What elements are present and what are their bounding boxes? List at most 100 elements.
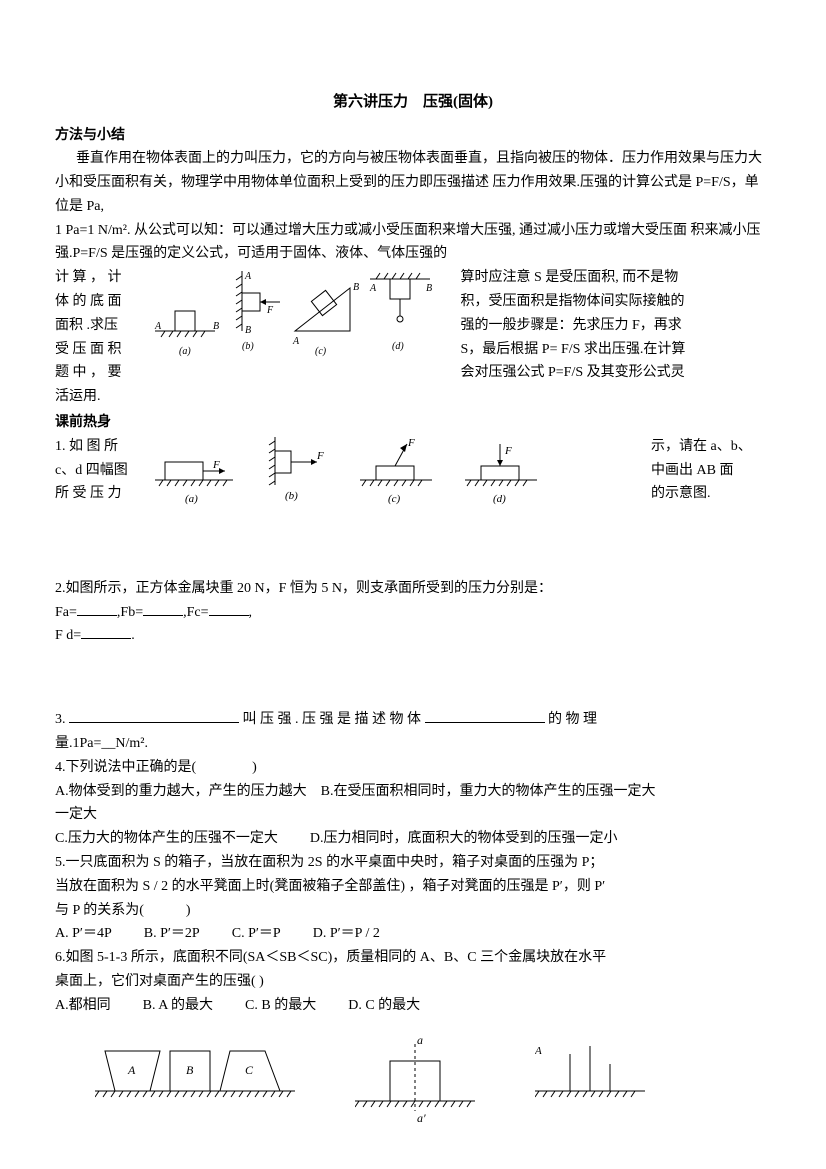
q1-right-1: 中画出 AB 面	[651, 459, 771, 483]
q3-line1: 3. 叫 压 强 . 压 强 是 描 述 物 体 的 物 理	[55, 708, 771, 732]
section-methods-heading: 方法与小结	[55, 124, 771, 148]
q2-blanks-line1: Fa= ,Fb= ,Fc=,	[55, 601, 771, 625]
wrap-right-1: 积，受压面积是指物体间实际接触的	[461, 290, 772, 314]
wrap-left-3: 受 压 面 积	[55, 338, 150, 362]
intro-paragraph-2: 1 Pa=1 N/m². 从公式可以知：可以通过增大压力或减小受压面积来增大压强…	[55, 219, 771, 267]
wrap-right-0: 算时应注意 S 是受压面积, 而不是物	[461, 266, 772, 290]
q1-figures: F (a) F (b) F (c)	[150, 435, 651, 507]
svg-text:(b): (b)	[285, 490, 298, 502]
q4-opt-c: C.压力大的物体产生的压强不一定大	[55, 831, 278, 846]
q5-l3: 与 P 的关系为( )	[55, 899, 771, 923]
svg-text:(c): (c)	[388, 493, 401, 505]
svg-text:a′: a′	[417, 1111, 426, 1125]
q3-mid: 叫 压 强 . 压 强 是 描 述 物 体	[239, 712, 425, 727]
svg-text:(a): (a)	[185, 493, 198, 505]
q4-line-cd: C.压力大的物体产生的压强不一定大 D.压力相同时，底面积大的物体受到的压强一定小	[55, 827, 771, 851]
q5-options: A. P′＝4P B. P′＝2P C. P′＝P D. P′＝P / 2	[55, 922, 771, 946]
q1-left-col: 1. 如 图 所 c、d 四幅图 所 受 压 力	[55, 435, 150, 506]
q6-opt-d: D. C 的最大	[348, 998, 420, 1013]
intro-paragraph-1: 垂直作用在物体表面上的力叫压力，它的方向与被压物体表面垂直，且指向被压的物体．压…	[55, 147, 771, 218]
q1-right-2: 的示意图.	[651, 482, 771, 506]
q3-line2: 量.1Pa=__N/m².	[55, 732, 771, 756]
q6-opt-a: A.都相同	[55, 998, 111, 1013]
svg-text:F: F	[266, 305, 274, 316]
svg-text:A: A	[292, 336, 300, 347]
q5-opt-a: A. P′＝4P	[55, 926, 112, 941]
q3-post: 的 物 理	[545, 712, 598, 727]
q2-fb-label: ,Fb=	[117, 605, 143, 620]
q4-line-b2: 一定大	[55, 803, 771, 827]
q1-row: 1. 如 图 所 c、d 四幅图 所 受 压 力 F (a)	[55, 435, 771, 507]
svg-text:B: B	[426, 283, 432, 294]
svg-text:a: a	[417, 1036, 423, 1047]
q6-opt-b: B. A 的最大	[143, 998, 213, 1013]
svg-text:B: B	[353, 282, 359, 293]
svg-text:(d): (d)	[392, 341, 404, 352]
q1-right-col: 示，请在 a、b、 中画出 AB 面 的示意图.	[651, 435, 771, 506]
blank-q3-1	[69, 709, 239, 723]
blank-fd	[81, 625, 131, 639]
q2-stem: 2.如图所示，正方体金属块重 20 N，F 恒为 5 N，则支承面所受到的压力分…	[55, 577, 771, 601]
q6-options: A.都相同 B. A 的最大 C. B 的最大 D. C 的最大	[55, 994, 771, 1018]
q5-l1: 5.一只底面积为 S 的箱子，当放在面积为 2S 的水平桌面中央时，箱子对桌面的…	[55, 851, 771, 875]
blank-q3-2	[425, 709, 545, 723]
svg-text:(d): (d)	[493, 493, 506, 505]
bottom-figure-right: A	[535, 1036, 645, 1116]
q2-blanks-line2: F d=.	[55, 624, 771, 648]
q1-diagram-row: F (a) F (b) F (c)	[150, 435, 560, 507]
intro-wrap-row: 计 算 ， 计 体 的 底 面 面积 .求压 受 压 面 积 题 中 ， 要 活…	[55, 266, 771, 409]
q2-fd-label: F d=	[55, 628, 81, 643]
q5-opt-c: C. P′＝P	[232, 926, 281, 941]
q4-stem: 4.下列说法中正确的是( )	[55, 756, 771, 780]
bottom-figure-block: a a′	[355, 1036, 475, 1126]
q5-opt-d: D. P′＝P / 2	[313, 926, 380, 941]
wrap-left-0: 计 算 ， 计	[55, 266, 150, 290]
blank-fb	[143, 602, 183, 616]
svg-text:F: F	[504, 445, 512, 457]
svg-text:(a): (a)	[179, 346, 191, 357]
wrap-left-col: 计 算 ， 计 体 的 底 面 面积 .求压 受 压 面 积 题 中 ， 要 活…	[55, 266, 150, 409]
q2-fa-label: Fa=	[55, 605, 77, 620]
q2-comma: ,	[249, 605, 253, 620]
q4-opt-a: A.物体受到的重力越大，产生的压力越大	[55, 784, 307, 799]
q6-opt-c: C. B 的最大	[245, 998, 316, 1013]
svg-text:A: A	[369, 283, 377, 294]
wrap-left-4: 题 中 ， 要	[55, 361, 150, 385]
svg-text:(b): (b)	[242, 341, 254, 352]
q3-pre: 3.	[55, 712, 69, 727]
q6-figure-abc: A B C	[95, 1036, 295, 1116]
svg-text:B: B	[186, 1063, 194, 1077]
q5-l2: 当放在面积为 S / 2 的水平凳面上时(凳面被箱子全部盖住) ，箱子对凳面的压…	[55, 875, 771, 899]
wrap-left-2: 面积 .求压	[55, 314, 150, 338]
svg-text:A: A	[127, 1063, 136, 1077]
q4-opt-b: B.在受压面积相同时，重力大的物体产生的压强一定大	[321, 784, 656, 799]
section-warmup-heading: 课前热身	[55, 411, 771, 435]
svg-text:A: A	[154, 321, 162, 332]
svg-text:A: A	[244, 271, 252, 282]
svg-text:C: C	[245, 1063, 254, 1077]
q4-opt-d: D.压力相同时，底面积大的物体受到的压强一定小	[310, 831, 618, 846]
svg-text:B: B	[213, 321, 219, 332]
q6-l1: 6.如图 5-1-3 所示，底面积不同(SA＜SB＜SC)，质量相同的 A、B、…	[55, 946, 771, 970]
svg-text:F: F	[212, 459, 220, 471]
svg-text:F: F	[407, 437, 415, 449]
wrap-left-1: 体 的 底 面	[55, 290, 150, 314]
wrap-left-5: 活运用.	[55, 385, 150, 409]
wrap-right-col: 算时应注意 S 是受压面积, 而不是物 积，受压面积是指物体间实际接触的 强的一…	[461, 266, 772, 385]
q6-l2: 桌面上，它们对桌面产生的压强( )	[55, 970, 771, 994]
wrap-right-3: S，最后根据 P= F/S 求出压强.在计算	[461, 338, 772, 362]
q1-left-1: c、d 四幅图	[55, 459, 150, 483]
q2-fc-label: ,Fc=	[183, 605, 208, 620]
q1-left-0: 1. 如 图 所	[55, 435, 150, 459]
q1-right-0: 示，请在 a、b、	[651, 435, 771, 459]
bottom-figure-row: A B C a a′ A	[95, 1036, 771, 1126]
wrap-right-4: 会对压强公式 P=F/S 及其变形公式灵	[461, 361, 772, 385]
svg-text:A: A	[535, 1045, 542, 1057]
svg-text:F: F	[316, 450, 324, 462]
q1-left-2: 所 受 压 力	[55, 482, 150, 506]
blank-fa	[77, 602, 117, 616]
intro-inline-diagrams: A B (a) A B	[150, 266, 440, 358]
q2-period: .	[131, 628, 135, 643]
svg-text:B: B	[245, 325, 251, 336]
q5-opt-b: B. P′＝2P	[144, 926, 200, 941]
